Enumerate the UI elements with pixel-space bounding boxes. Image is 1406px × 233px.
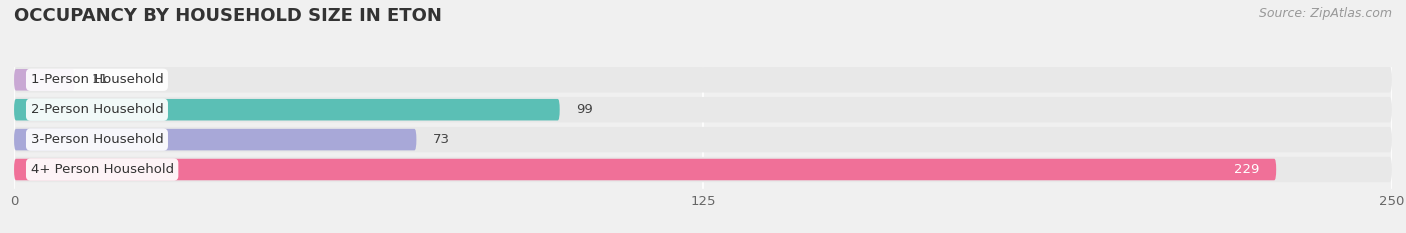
- Text: 4+ Person Household: 4+ Person Household: [31, 163, 174, 176]
- Text: Source: ZipAtlas.com: Source: ZipAtlas.com: [1258, 7, 1392, 20]
- Text: 2-Person Household: 2-Person Household: [31, 103, 163, 116]
- Text: OCCUPANCY BY HOUSEHOLD SIZE IN ETON: OCCUPANCY BY HOUSEHOLD SIZE IN ETON: [14, 7, 441, 25]
- FancyBboxPatch shape: [14, 157, 1392, 182]
- FancyBboxPatch shape: [14, 69, 75, 91]
- Text: 1-Person Household: 1-Person Household: [31, 73, 163, 86]
- Text: 229: 229: [1234, 163, 1260, 176]
- FancyBboxPatch shape: [14, 127, 1392, 152]
- Text: 99: 99: [576, 103, 593, 116]
- Text: 73: 73: [433, 133, 450, 146]
- FancyBboxPatch shape: [14, 97, 1392, 122]
- FancyBboxPatch shape: [14, 159, 1277, 180]
- Text: 3-Person Household: 3-Person Household: [31, 133, 163, 146]
- Text: 11: 11: [91, 73, 108, 86]
- FancyBboxPatch shape: [14, 129, 416, 150]
- FancyBboxPatch shape: [14, 99, 560, 120]
- FancyBboxPatch shape: [14, 67, 1392, 93]
